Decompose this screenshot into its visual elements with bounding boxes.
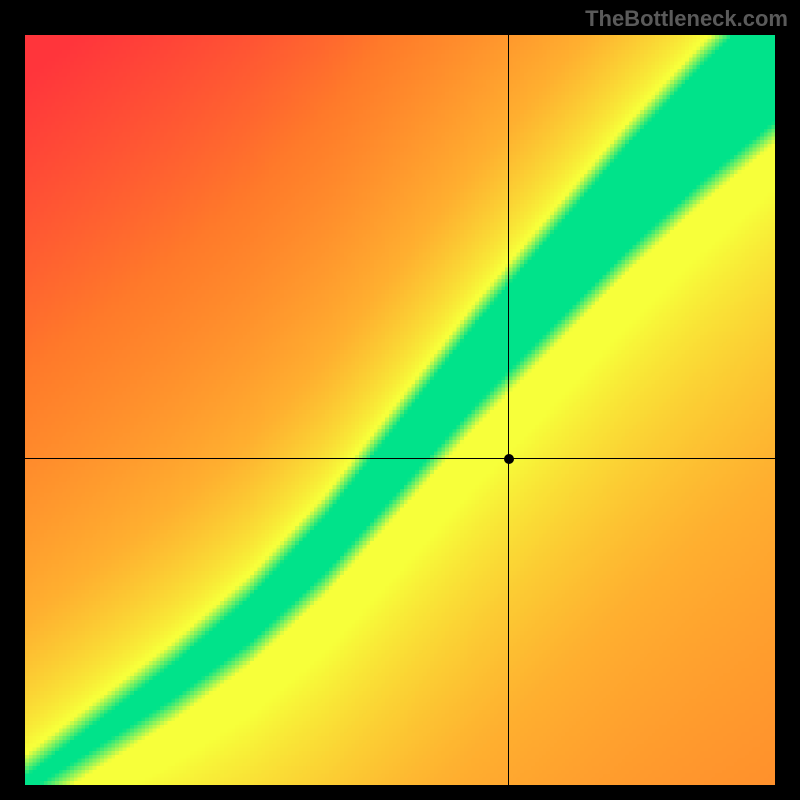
crosshair-horizontal [25,458,775,459]
crosshair-vertical [508,35,509,785]
chart-container: TheBottleneck.com [0,0,800,800]
watermark-text: TheBottleneck.com [585,6,788,32]
heatmap-canvas [25,35,775,785]
crosshair-marker [504,454,514,464]
